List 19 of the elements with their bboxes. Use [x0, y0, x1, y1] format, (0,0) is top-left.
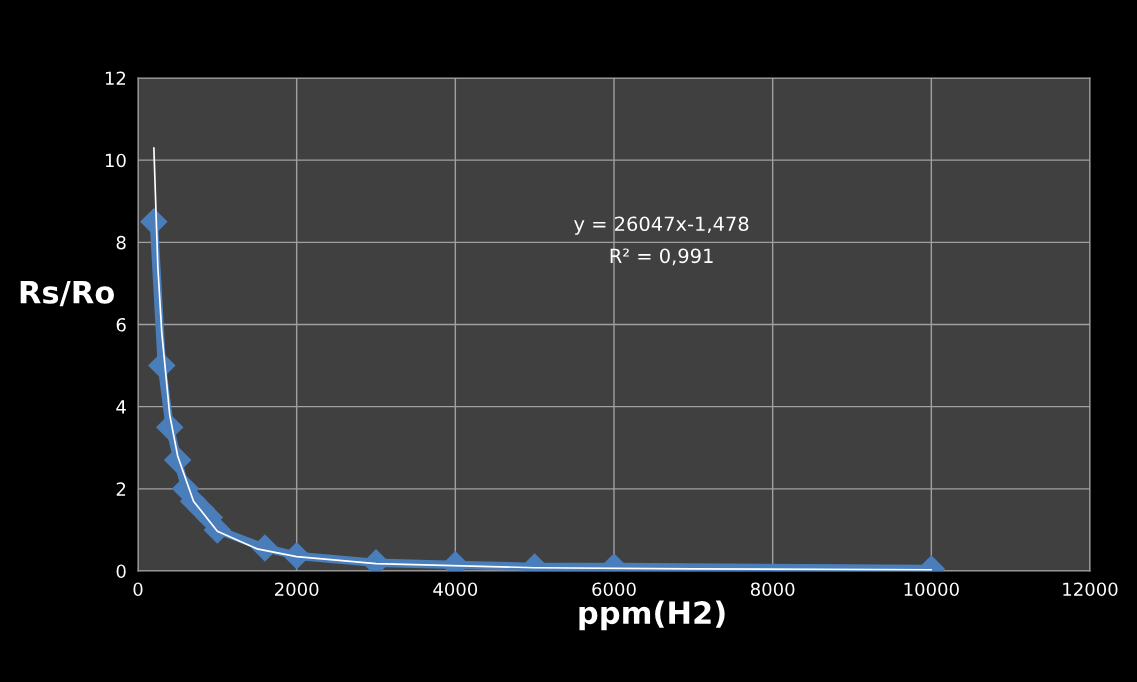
- x-tick-label: 0: [133, 582, 143, 597]
- y-tick-label: 2: [116, 482, 126, 496]
- y-tick-label: 6: [116, 317, 126, 332]
- y-tick-label: 12: [105, 71, 126, 85]
- x-tick-label: 6000: [592, 582, 636, 597]
- y-tick-label: 8: [116, 235, 126, 250]
- x-tick-label: 2000: [275, 582, 319, 597]
- point: [148, 352, 176, 380]
- x-tick-label: 8000: [750, 582, 795, 597]
- x-tick-label: 4000: [433, 582, 478, 597]
- x-tick-label: 10000: [904, 582, 959, 597]
- annotation: y = 26047x-1,478: [574, 216, 749, 235]
- y-axis-title: Rs/Ro: [20, 281, 114, 307]
- y-tick-label: 0: [116, 564, 126, 579]
- x-tick-label: 12000: [1063, 582, 1118, 597]
- y-tick-label: 4: [116, 400, 126, 414]
- annotation: R² = 0,991: [610, 248, 713, 266]
- x-axis-title: ppm(H2): [579, 600, 725, 631]
- y-tick-label: 10: [105, 153, 126, 168]
